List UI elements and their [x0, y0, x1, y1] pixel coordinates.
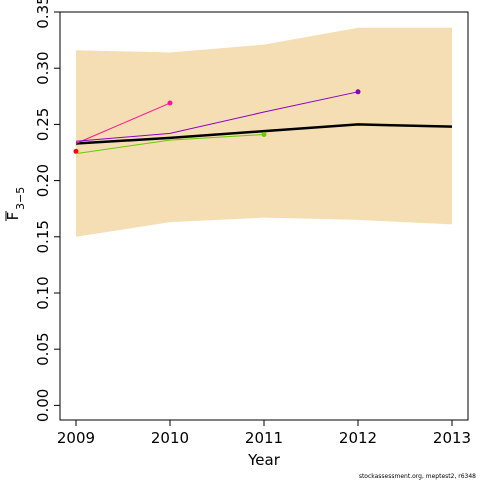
- y-axis-label-sub: 3−5: [14, 187, 27, 210]
- y-tick-label: 0.35: [34, 0, 52, 29]
- x-tick-label: 2009: [57, 429, 95, 447]
- footnote: stockassessment.org, meptest2, r6348: [359, 473, 476, 480]
- x-axis-label: Year: [247, 451, 281, 469]
- y-tick-label: 0.00: [34, 389, 52, 422]
- y-tick-label: 0.05: [34, 332, 52, 365]
- series-line: [75, 123, 453, 145]
- x-tick-label: 2012: [339, 429, 377, 447]
- y-axis-label-group: F 3−5: [4, 187, 27, 221]
- series-line: [75, 91, 359, 142]
- y-tick-label: 0.15: [34, 220, 52, 253]
- y-tick-label: 0.30: [34, 51, 52, 84]
- series-end-point: [355, 89, 361, 95]
- y-axis-label: F: [4, 212, 22, 221]
- series-line: [75, 102, 171, 144]
- series-end-point: [261, 132, 267, 138]
- series-end-point: [73, 148, 79, 154]
- x-tick-label: 2011: [245, 429, 283, 447]
- x-tick-label: 2010: [151, 429, 189, 447]
- y-tick-label: 0.20: [34, 164, 52, 197]
- y-tick-label: 0.10: [34, 276, 52, 309]
- x-tick-label: 2013: [433, 429, 471, 447]
- series-line: [75, 134, 265, 155]
- series-end-point: [167, 100, 173, 106]
- y-tick-label: 0.25: [34, 108, 52, 141]
